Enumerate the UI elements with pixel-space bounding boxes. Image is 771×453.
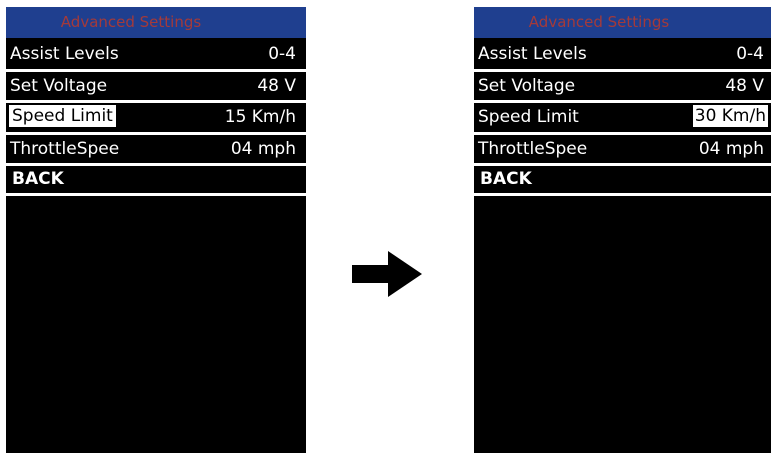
menu-row-throttle-speed[interactable]: ThrottleSpee 04 mph	[6, 137, 306, 161]
menu-row-set-voltage[interactable]: Set Voltage 48 V	[6, 74, 306, 98]
row-label: Assist Levels	[10, 44, 119, 64]
menu-row-assist-levels[interactable]: Assist Levels 0-4	[6, 42, 306, 66]
menu-row-throttle-speed[interactable]: ThrottleSpee 04 mph	[474, 137, 771, 161]
row-divider	[474, 193, 771, 196]
row-divider	[474, 69, 771, 72]
menu-row-assist-levels[interactable]: Assist Levels 0-4	[474, 42, 771, 66]
row-divider	[6, 163, 306, 166]
row-label: Set Voltage	[478, 76, 576, 96]
row-label-selected: Speed Limit	[9, 105, 116, 127]
screen-title: Advanced Settings	[474, 7, 771, 38]
back-button[interactable]: BACK	[474, 167, 771, 191]
row-label: Speed Limit	[478, 107, 579, 127]
row-divider	[6, 100, 306, 103]
row-divider	[6, 132, 306, 135]
row-divider	[6, 69, 306, 72]
row-label: ThrottleSpee	[478, 139, 588, 159]
back-button[interactable]: BACK	[6, 167, 306, 191]
row-label: Assist Levels	[478, 44, 587, 64]
row-divider	[474, 163, 771, 166]
row-divider	[6, 193, 306, 196]
row-label: Set Voltage	[10, 76, 108, 96]
row-value: 15 Km/h	[224, 107, 296, 127]
display-screen-after: Advanced Settings Assist Levels 0-4 Set …	[474, 7, 771, 453]
menu-row-speed-limit[interactable]: Speed Limit 30 Km/h	[474, 105, 771, 129]
menu-row-set-voltage[interactable]: Set Voltage 48 V	[474, 74, 771, 98]
menu-row-speed-limit[interactable]: Speed Limit 15 Km/h	[6, 105, 306, 129]
row-value: 04 mph	[230, 139, 296, 159]
row-divider	[474, 132, 771, 135]
back-label: BACK	[12, 169, 64, 189]
screen-title: Advanced Settings	[6, 7, 306, 38]
row-value: 0-4	[736, 44, 764, 64]
row-divider	[474, 100, 771, 103]
back-label: BACK	[480, 169, 532, 189]
row-value: 0-4	[268, 44, 296, 64]
display-screen-before: Advanced Settings Assist Levels 0-4 Set …	[6, 7, 306, 453]
right-arrow-icon	[352, 251, 422, 297]
row-label: ThrottleSpee	[10, 139, 120, 159]
row-value: 48 V	[257, 76, 296, 96]
row-value: 48 V	[725, 76, 764, 96]
row-value-selected: 30 Km/h	[692, 105, 768, 127]
row-value: 04 mph	[698, 139, 764, 159]
